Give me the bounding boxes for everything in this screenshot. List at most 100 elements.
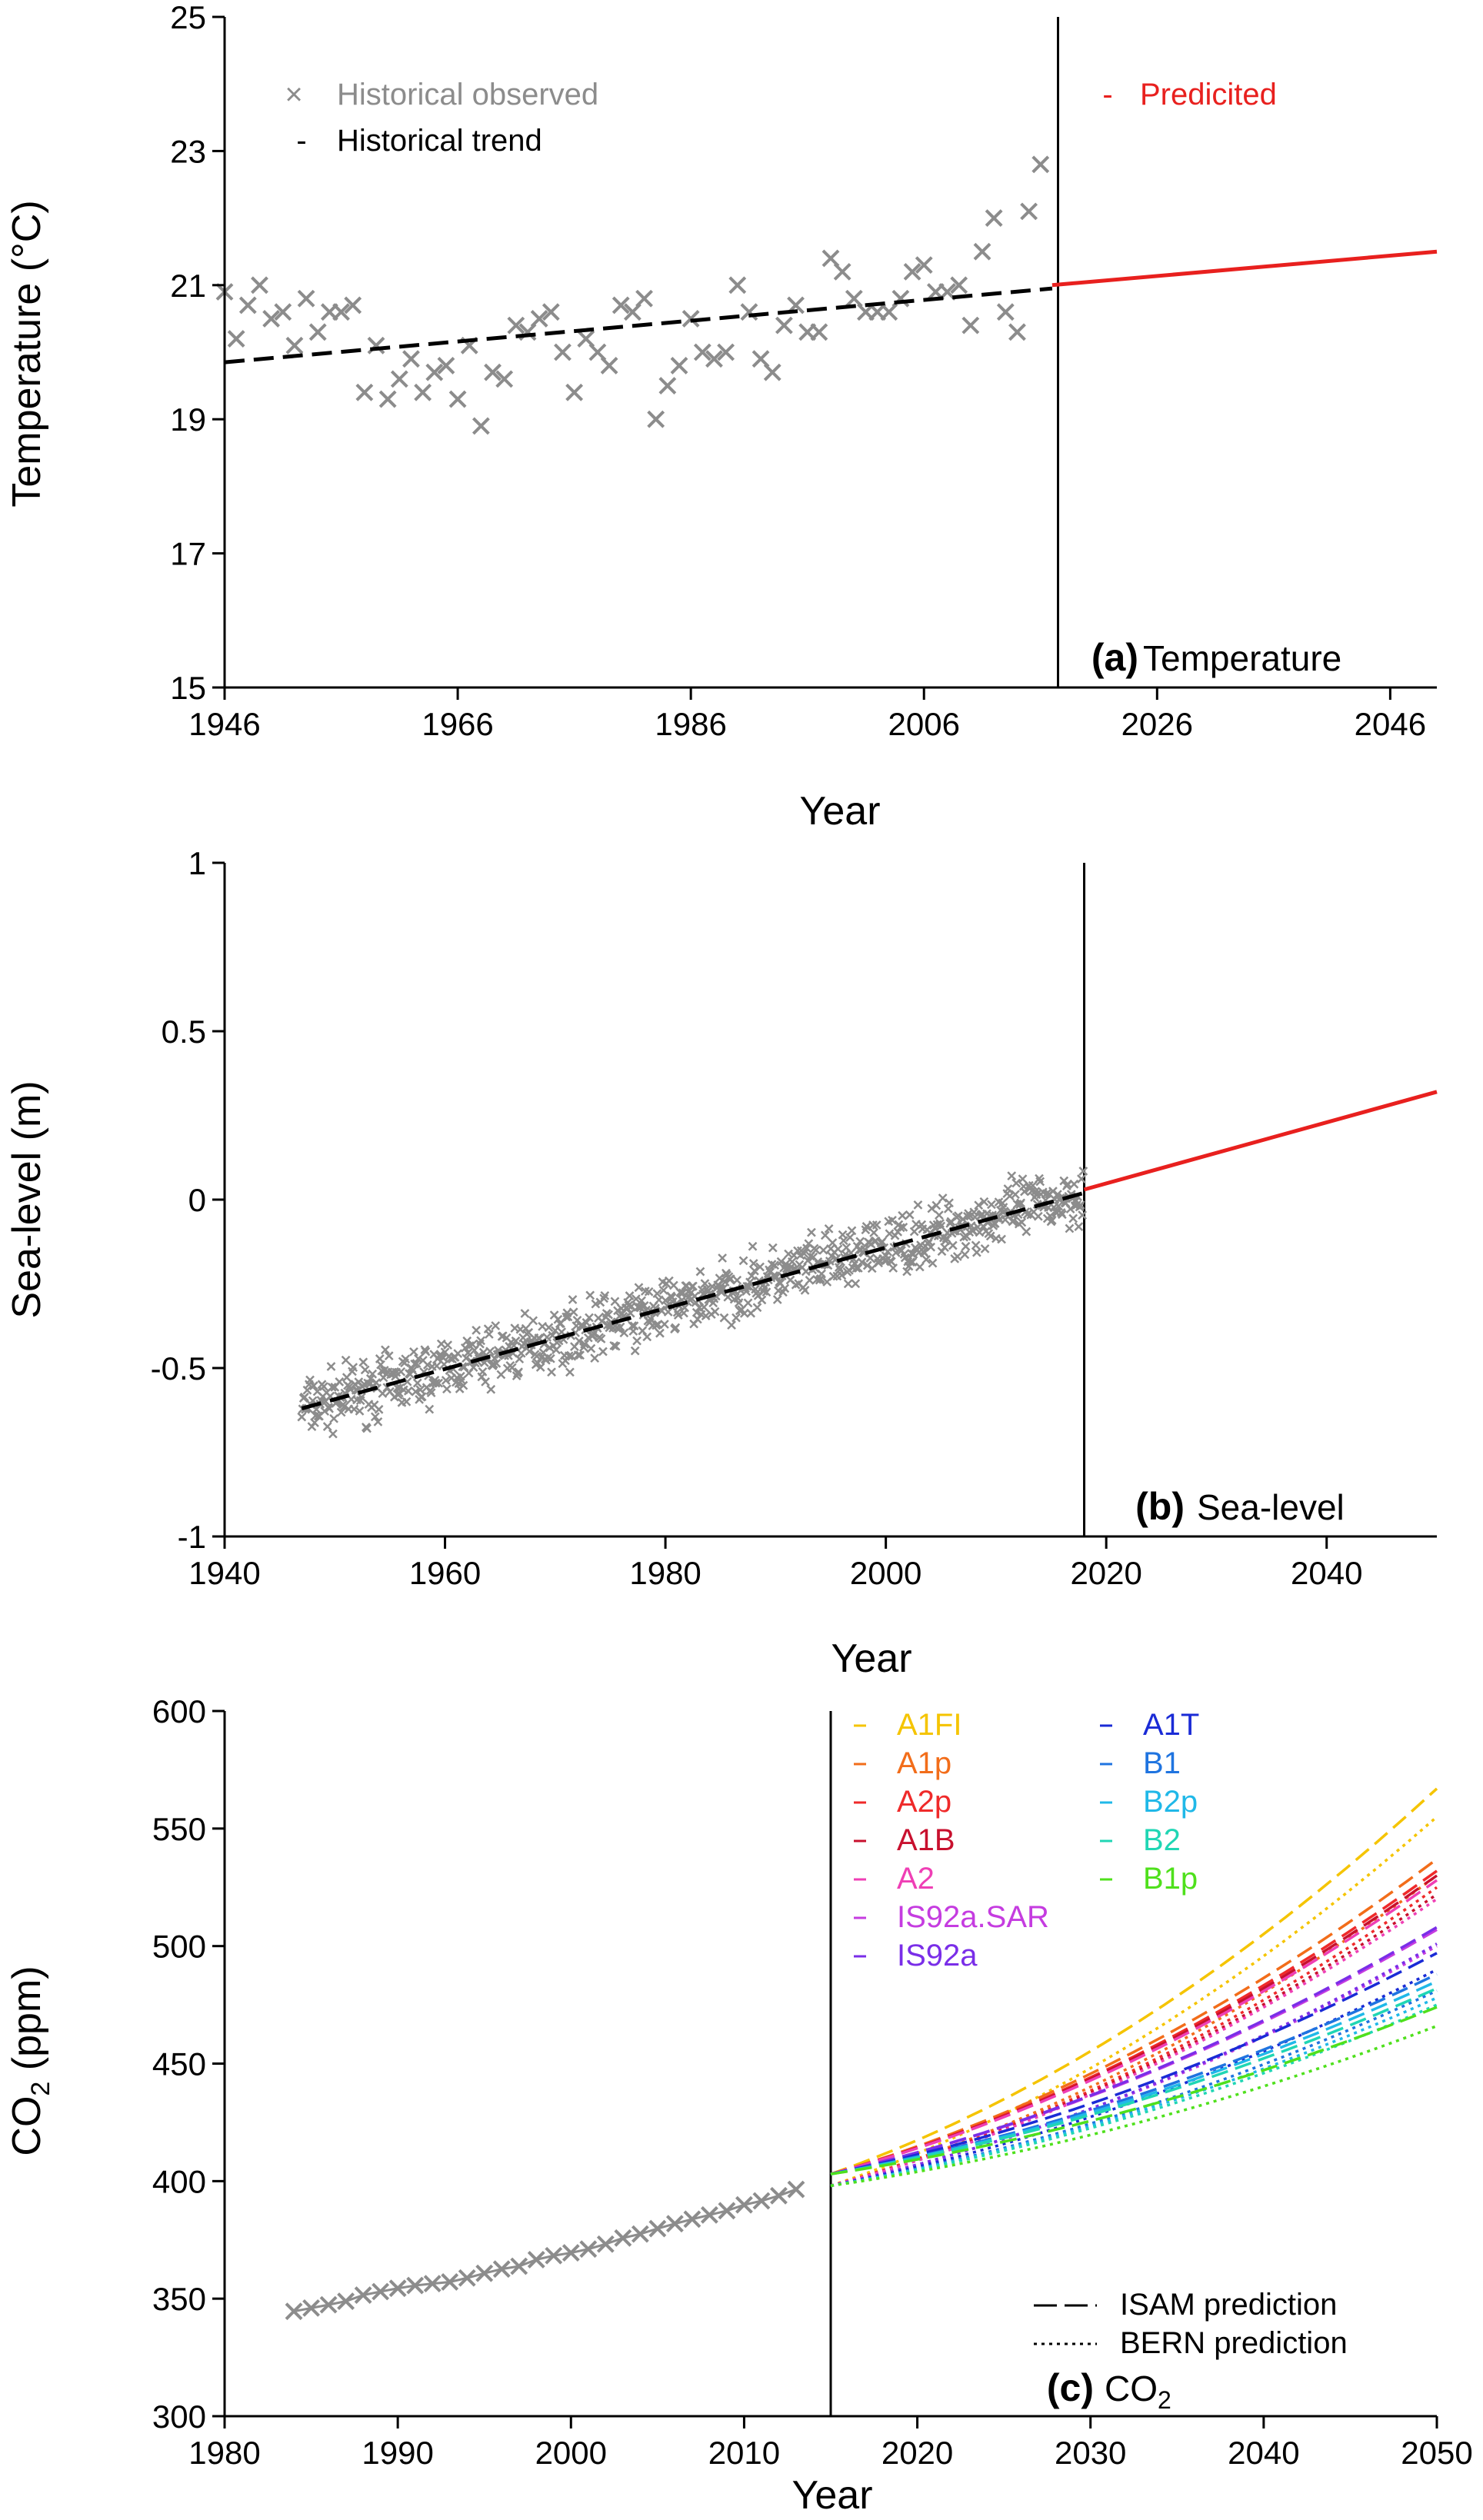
temperature-observed-point	[378, 390, 397, 408]
sea-level-observed-point	[660, 1320, 669, 1329]
co2-observed-point	[492, 2260, 511, 2279]
sea-level-x-tick-label: 2020	[1070, 1555, 1141, 1591]
sea-level-observed-point	[441, 1376, 451, 1385]
co2-y-tick-label: 500	[152, 1929, 206, 1965]
sea-level-observed-point	[833, 1244, 843, 1254]
sea-level-observed-point	[1048, 1187, 1058, 1196]
sea-level-observed-point	[1077, 1174, 1086, 1183]
temperature-observed-point	[950, 276, 968, 295]
sea-level-observed-point	[610, 1297, 620, 1307]
sea-level-observed-point	[883, 1247, 892, 1257]
co2-axes: 300 350 400 450 500 550 600 1980 1990 2000 2010 202…	[152, 1693, 1473, 2471]
sea-level-observed-point	[421, 1347, 431, 1357]
co2-legend-label: A1T	[1143, 1708, 1199, 1742]
co2-observed-point	[285, 2302, 303, 2321]
sea-level-observed-point	[718, 1253, 727, 1263]
co2-x-tick-label: 2040	[1228, 2435, 1299, 2471]
co2-legend-label: B2p	[1143, 1785, 1198, 1819]
sea-level-observed-point	[1021, 1227, 1031, 1237]
sea-level-observed-point	[770, 1260, 780, 1270]
sea-level-observed-point	[787, 1257, 797, 1267]
sea-level-x-tick-label: 2040	[1291, 1555, 1362, 1591]
co2-x-tick-label: 2020	[881, 2435, 953, 2471]
sea-level-observed-point	[520, 1309, 530, 1318]
sea-level-observed-point	[408, 1366, 418, 1376]
sea-level-observed-point	[699, 1302, 709, 1312]
sea-level-observed-point	[1003, 1184, 1013, 1193]
sea-level-observed-point	[633, 1302, 643, 1312]
co2-observed-point	[354, 2286, 372, 2304]
temperature-y-tick-label: 17	[170, 536, 206, 572]
sea-level-observed-point	[299, 1392, 309, 1402]
temperature-observed-point	[425, 363, 444, 381]
sea-level-observed-point	[793, 1246, 802, 1256]
sea-level-observed-point	[885, 1229, 895, 1239]
sea-level-observed-point	[599, 1293, 608, 1303]
co2-y-tick-label: 600	[152, 1693, 206, 1729]
sea-level-observed-point	[384, 1351, 394, 1360]
sea-level-observed-point	[358, 1357, 368, 1367]
legend-observed-marker: ×	[285, 78, 302, 112]
temperature-observed-point	[227, 330, 245, 348]
co2-bern-line-b1p	[830, 2024, 1438, 2188]
sea-level-observed-point	[688, 1281, 698, 1291]
sea-level-observed-point	[895, 1223, 905, 1233]
sea-level-observed-point	[673, 1310, 683, 1320]
legend-predicted-marker: -	[1102, 78, 1112, 112]
temperature-observed-point	[810, 323, 828, 341]
sea-level-observed-point	[1020, 1187, 1029, 1197]
co2-y-tick-label: 350	[152, 2281, 206, 2317]
co2-legend-label: IS92a	[897, 1939, 978, 1972]
temperature-observed-point	[961, 316, 980, 335]
sea-level-observed-point	[811, 1245, 821, 1255]
co2-panel-name-sub: 2	[1158, 2386, 1171, 2414]
co2-legend-label: B2	[1143, 1823, 1181, 1857]
co2-panel-letter: (c)	[1047, 2366, 1094, 2409]
sea-level-observed-point	[652, 1289, 662, 1298]
co2-bern-line-b1	[830, 1989, 1438, 2188]
temperature-observed-point	[693, 343, 712, 361]
sea-level-observed-point	[865, 1253, 875, 1263]
sea-level-observed-point	[491, 1321, 501, 1330]
temperature-y-tick-label: 25	[170, 0, 206, 35]
temperature-observed-point	[635, 289, 653, 308]
sea-level-observed-point	[319, 1382, 328, 1391]
temperature-observed-point	[308, 323, 327, 341]
sea-level-observed-point	[974, 1200, 984, 1210]
co2-isam-line-b1p	[830, 2006, 1438, 2175]
temperature-observed-point	[274, 303, 292, 321]
sea-level-observed-point	[638, 1326, 648, 1336]
co2-observed-point	[770, 2186, 788, 2205]
sea-level-observed-point	[596, 1334, 606, 1343]
sea-level-observed-point	[960, 1250, 970, 1260]
sea-level-observed-point	[370, 1412, 380, 1422]
co2-legend-label: A1FI	[897, 1708, 961, 1742]
sea-level-observed-point	[908, 1257, 918, 1267]
temperature-observed-point	[297, 289, 315, 308]
sea-level-observed-point	[472, 1325, 482, 1335]
temperature-x-tick-label: 2026	[1121, 706, 1193, 742]
sea-level-observed-point	[374, 1404, 384, 1414]
sea-level-observed-point	[720, 1277, 730, 1287]
sea-level-y-tick-label: 0	[188, 1182, 206, 1218]
co2-observed-point	[372, 2282, 390, 2301]
sea-level-observed-point	[817, 1269, 826, 1279]
co2-isam-line-a1fi	[830, 1787, 1438, 2175]
temperature-observed-point	[437, 357, 455, 375]
co2-observed-point	[406, 2276, 425, 2295]
sea-level-observed-point	[1047, 1215, 1057, 1225]
temperature-observed-point	[484, 363, 502, 381]
co2-x-tick-label: 2000	[535, 2435, 607, 2471]
co2-observed-point	[423, 2275, 442, 2293]
co2-bern-line-a1b	[830, 1892, 1438, 2188]
sea-level-observed-point	[585, 1290, 595, 1300]
sea-level-observed-point	[926, 1242, 936, 1252]
temperature-observed-point	[565, 383, 584, 401]
co2-panel: 300 350 400 450 500 550 600 1980 1990 2000 2010 202…	[5, 1693, 1473, 2518]
sea-level-observed-point	[745, 1277, 755, 1287]
sea-level-observed-point	[1057, 1210, 1067, 1220]
sea-level-observed-point	[600, 1290, 610, 1300]
sea-level-observed-point	[861, 1222, 871, 1231]
sea-level-observed-point	[927, 1203, 937, 1213]
co2-style-legend-label: BERN prediction	[1120, 2326, 1348, 2360]
